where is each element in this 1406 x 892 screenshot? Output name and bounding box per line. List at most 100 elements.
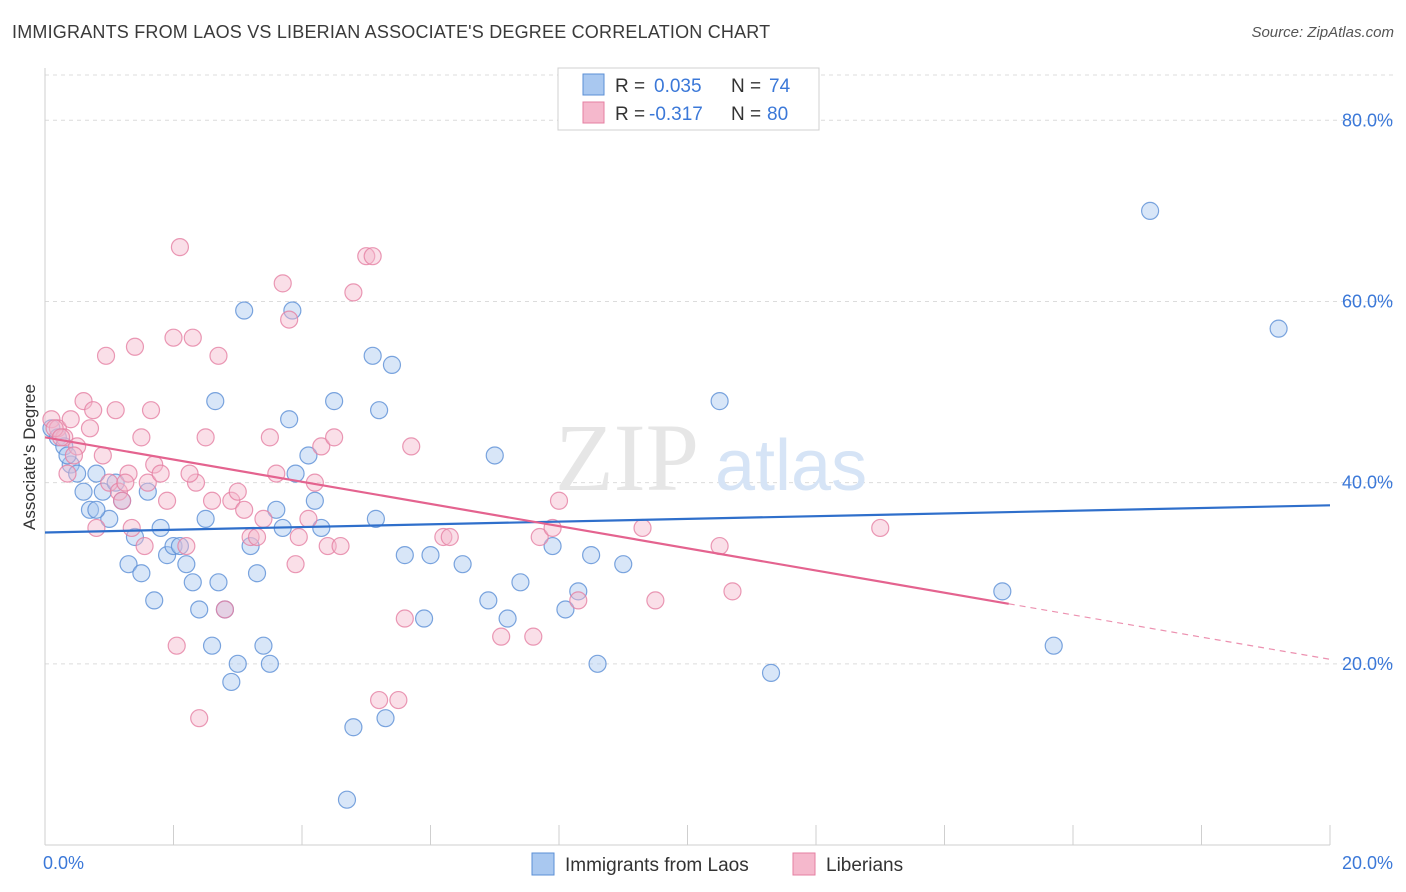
point-liberia-45 xyxy=(286,555,305,574)
point-liberia-68 xyxy=(633,518,652,538)
point-laos-47 xyxy=(363,346,382,365)
point-liberia-36 xyxy=(222,491,241,510)
point-liberia-29 xyxy=(183,328,202,347)
point-laos-57 xyxy=(485,446,504,465)
point-liberia-8 xyxy=(84,401,103,420)
point-laos-69 xyxy=(1044,636,1063,655)
y-axis-label: Associate's Degree xyxy=(20,384,39,530)
stats-legend: R = 0.035 N = 74 R = -0.317 N = 80 xyxy=(557,67,820,131)
point-laos-48 xyxy=(366,509,385,528)
point-liberia-26 xyxy=(167,636,186,655)
point-laos-4 xyxy=(68,464,87,483)
point-liberia-28 xyxy=(177,536,196,556)
x-tick-label-0: 0.0% xyxy=(43,853,84,873)
point-liberia-35 xyxy=(215,600,234,619)
point-liberia-18 xyxy=(125,337,145,356)
point-laos-70 xyxy=(1140,201,1160,220)
legend-r-label-laos: R = xyxy=(615,76,645,97)
point-liberia-53 xyxy=(344,283,363,302)
point-laos-49 xyxy=(370,401,389,420)
point-liberia-23 xyxy=(151,464,170,483)
point-liberia-10 xyxy=(93,446,112,465)
point-laos-31 xyxy=(235,301,254,320)
y-tick-label-2: 60.0% xyxy=(1342,291,1393,311)
point-laos-29 xyxy=(222,672,241,692)
y-tick-label-0: 20.0% xyxy=(1342,654,1393,674)
point-liberia-19 xyxy=(132,428,151,447)
point-liberia-42 xyxy=(267,464,286,483)
point-liberia-9 xyxy=(87,518,106,538)
point-liberia-71 xyxy=(723,582,742,601)
point-laos-45 xyxy=(337,790,357,809)
point-laos-66 xyxy=(710,392,729,411)
point-liberia-67 xyxy=(569,591,588,610)
point-liberia-47 xyxy=(299,509,318,528)
point-laos-24 xyxy=(196,509,215,528)
point-laos-40 xyxy=(286,464,305,483)
point-laos-5 xyxy=(74,482,93,501)
point-laos-8 xyxy=(93,482,112,501)
point-liberia-15 xyxy=(112,491,132,510)
point-liberia-69 xyxy=(646,591,665,610)
chart-source: Source: ZipAtlas.com xyxy=(1251,24,1394,41)
point-laos-22 xyxy=(183,573,202,592)
point-laos-36 xyxy=(267,500,286,519)
trend-layer xyxy=(44,436,1331,660)
legend-n-value-liberia: 80 xyxy=(767,104,788,125)
point-laos-55 xyxy=(453,555,472,574)
point-liberia-72 xyxy=(871,518,890,538)
point-liberia-41 xyxy=(260,428,279,447)
point-liberia-60 xyxy=(434,527,453,547)
point-laos-51 xyxy=(382,355,402,374)
legend-n-label-laos: N = xyxy=(731,76,761,97)
point-liberia-50 xyxy=(318,536,337,556)
point-liberia-62 xyxy=(492,627,511,646)
point-laos-18 xyxy=(157,546,177,565)
trend-line-liberia xyxy=(44,436,1009,605)
point-liberia-58 xyxy=(395,609,414,628)
point-laos-30 xyxy=(228,654,247,673)
watermark: ZIP atlas xyxy=(555,404,867,511)
point-liberia-56 xyxy=(370,690,389,710)
point-laos-42 xyxy=(305,491,324,510)
point-laos-26 xyxy=(206,392,225,411)
point-laos-35 xyxy=(260,654,279,673)
axes-layer xyxy=(44,68,1331,846)
point-laos-21 xyxy=(177,555,196,574)
point-laos-14 xyxy=(132,564,151,583)
point-laos-67 xyxy=(761,663,781,682)
point-liberia-17 xyxy=(122,518,141,538)
point-liberia-38 xyxy=(235,500,254,519)
point-laos-63 xyxy=(582,546,601,565)
point-laos-61 xyxy=(556,600,575,619)
point-laos-50 xyxy=(376,709,395,728)
point-liberia-54 xyxy=(357,247,376,266)
point-liberia-75 xyxy=(64,446,84,465)
point-liberia-25 xyxy=(164,328,183,347)
point-liberia-57 xyxy=(389,690,408,710)
trend-line-laos xyxy=(44,504,1331,534)
point-laos-25 xyxy=(202,636,222,655)
chart-title: IMMIGRANTS FROM LAOS VS LIBERIAN ASSOCIA… xyxy=(12,22,771,42)
point-liberia-30 xyxy=(186,473,206,492)
legend-r-label-liberia: R = xyxy=(615,104,645,125)
point-liberia-79 xyxy=(254,509,273,528)
point-liberia-73 xyxy=(45,419,64,438)
legend-r-value-laos: 0.035 xyxy=(654,76,702,97)
point-laos-59 xyxy=(511,573,530,592)
point-liberia-55 xyxy=(363,247,382,266)
series-legend-label-liberia: Liberians xyxy=(826,855,903,876)
point-liberia-37 xyxy=(228,482,247,501)
point-liberia-40 xyxy=(247,527,267,547)
point-laos-71 xyxy=(1269,319,1288,338)
point-laos-73 xyxy=(87,500,106,519)
point-liberia-76 xyxy=(116,473,135,492)
point-laos-68 xyxy=(993,582,1012,601)
point-laos-44 xyxy=(325,392,344,411)
point-liberia-52 xyxy=(331,536,350,556)
point-liberia-4 xyxy=(61,410,80,429)
ticks-layer: 20.0% 40.0% 60.0% 80.0% 0.0% 20.0% xyxy=(43,110,1393,873)
legend-n-label-liberia: N = xyxy=(731,104,761,125)
point-liberia-51 xyxy=(325,428,344,447)
point-laos-72 xyxy=(58,446,77,465)
